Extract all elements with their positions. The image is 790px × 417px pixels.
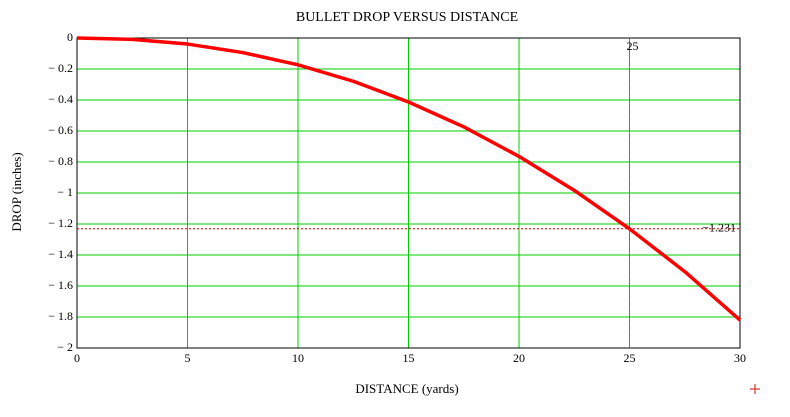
marker-x-label: 25 (627, 39, 639, 53)
y-tick-label: − 2 (57, 340, 73, 354)
y-tick-label: − 0.4 (48, 92, 73, 106)
y-tick-label: − 1 (57, 185, 73, 199)
x-tick-label: 0 (74, 351, 80, 365)
y-tick-label: − 0.8 (48, 154, 73, 168)
x-tick-label: 20 (513, 351, 525, 365)
y-tick-label: − 1.6 (48, 278, 73, 292)
y-tick-label: − 1.8 (48, 309, 73, 323)
plot-border (76, 37, 741, 349)
marker-y-label: −1.231 (702, 221, 736, 235)
y-tick-label: 0 (67, 30, 73, 44)
x-tick-label: 5 (185, 351, 191, 365)
x-axis-label: DISTANCE (yards) (355, 381, 458, 396)
x-tick-label: 30 (734, 351, 746, 365)
plus-icon (750, 384, 760, 394)
x-tick-label: 25 (624, 351, 636, 365)
x-tick-label: 10 (292, 351, 304, 365)
y-tick-label: − 1.2 (48, 216, 73, 230)
x-tick-label: 15 (403, 351, 415, 365)
y-tick-label: − 0.2 (48, 61, 73, 75)
y-axis-label: DROP (inches) (9, 152, 24, 231)
data-line (76, 36, 742, 322)
chart-title: BULLET DROP VERSUS DISTANCE (296, 10, 518, 25)
y-tick-label: − 0.6 (48, 123, 73, 137)
y-tick-label: − 1.4 (48, 247, 73, 261)
